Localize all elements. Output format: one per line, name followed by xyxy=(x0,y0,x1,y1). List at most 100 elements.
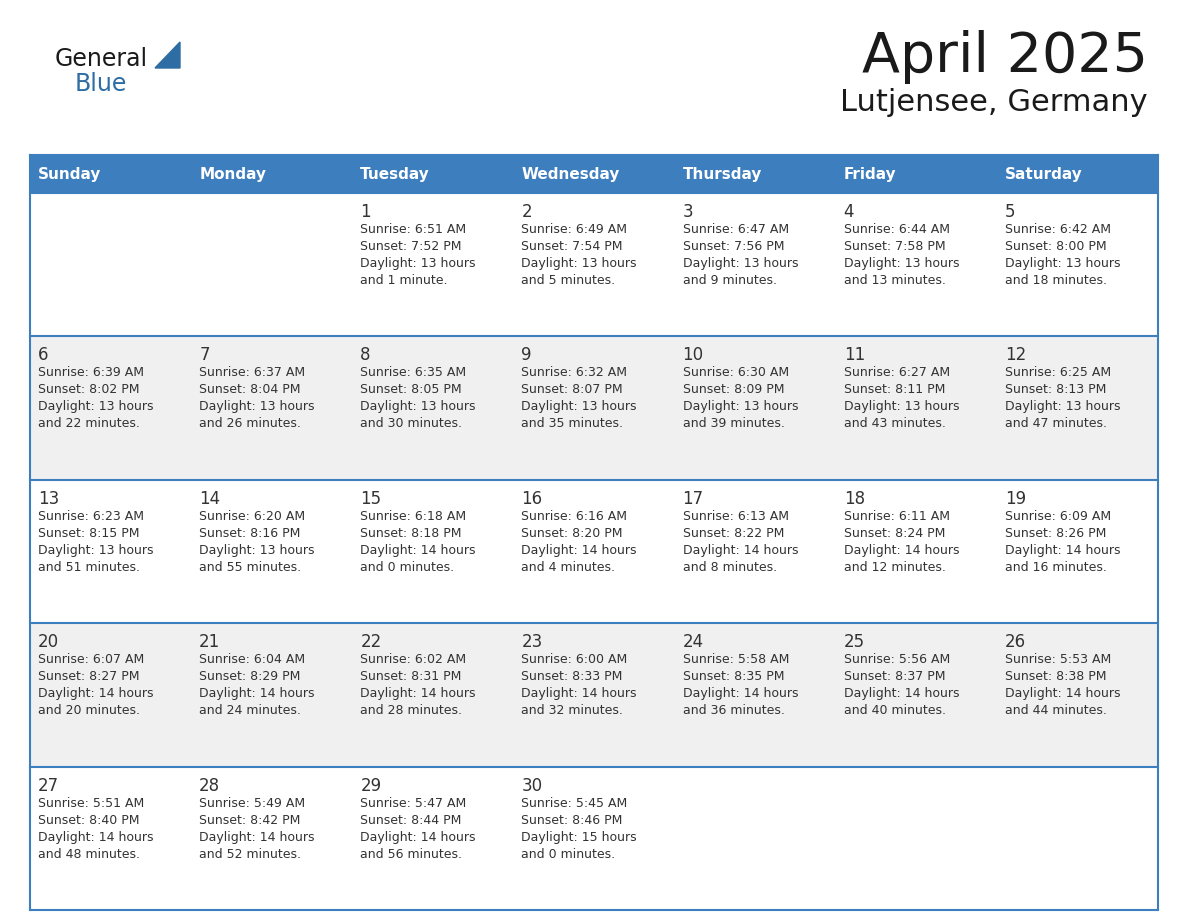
Text: Daylight: 13 hours: Daylight: 13 hours xyxy=(360,400,475,413)
Text: Daylight: 14 hours: Daylight: 14 hours xyxy=(1005,688,1120,700)
Text: and 55 minutes.: and 55 minutes. xyxy=(200,561,302,574)
Text: Sunset: 8:35 PM: Sunset: 8:35 PM xyxy=(683,670,784,683)
Bar xyxy=(30,193,1158,336)
Text: 4: 4 xyxy=(843,203,854,221)
Text: and 20 minutes.: and 20 minutes. xyxy=(38,704,140,717)
Text: Sunset: 8:04 PM: Sunset: 8:04 PM xyxy=(200,384,301,397)
Text: and 43 minutes.: and 43 minutes. xyxy=(843,418,946,431)
Bar xyxy=(30,623,1158,767)
Text: Sunrise: 6:49 AM: Sunrise: 6:49 AM xyxy=(522,223,627,236)
Text: and 26 minutes.: and 26 minutes. xyxy=(200,418,301,431)
Text: Sunset: 8:05 PM: Sunset: 8:05 PM xyxy=(360,384,462,397)
Text: and 5 minutes.: and 5 minutes. xyxy=(522,274,615,287)
Text: Sunrise: 6:39 AM: Sunrise: 6:39 AM xyxy=(38,366,144,379)
Text: and 8 minutes.: and 8 minutes. xyxy=(683,561,777,574)
Text: General: General xyxy=(55,47,148,71)
Text: and 9 minutes.: and 9 minutes. xyxy=(683,274,777,287)
Text: Sunset: 8:46 PM: Sunset: 8:46 PM xyxy=(522,813,623,826)
Text: Daylight: 14 hours: Daylight: 14 hours xyxy=(683,688,798,700)
Text: Sunset: 8:16 PM: Sunset: 8:16 PM xyxy=(200,527,301,540)
Polygon shape xyxy=(154,42,181,68)
Text: Sunrise: 6:32 AM: Sunrise: 6:32 AM xyxy=(522,366,627,379)
Text: Daylight: 14 hours: Daylight: 14 hours xyxy=(1005,543,1120,557)
Text: and 13 minutes.: and 13 minutes. xyxy=(843,274,946,287)
Text: Sunset: 8:40 PM: Sunset: 8:40 PM xyxy=(38,813,139,826)
Text: Sunrise: 5:56 AM: Sunrise: 5:56 AM xyxy=(843,654,950,666)
Text: and 24 minutes.: and 24 minutes. xyxy=(200,704,301,717)
Bar xyxy=(30,155,1158,193)
Text: Sunrise: 5:45 AM: Sunrise: 5:45 AM xyxy=(522,797,627,810)
Text: 22: 22 xyxy=(360,633,381,651)
Text: and 18 minutes.: and 18 minutes. xyxy=(1005,274,1107,287)
Text: Sunrise: 6:47 AM: Sunrise: 6:47 AM xyxy=(683,223,789,236)
Text: Sunset: 8:18 PM: Sunset: 8:18 PM xyxy=(360,527,462,540)
Text: and 40 minutes.: and 40 minutes. xyxy=(843,704,946,717)
Text: Sunset: 8:38 PM: Sunset: 8:38 PM xyxy=(1005,670,1106,683)
Text: Daylight: 13 hours: Daylight: 13 hours xyxy=(1005,257,1120,270)
Text: Daylight: 13 hours: Daylight: 13 hours xyxy=(522,257,637,270)
Text: 8: 8 xyxy=(360,346,371,364)
Text: Sunrise: 6:16 AM: Sunrise: 6:16 AM xyxy=(522,509,627,522)
Text: 18: 18 xyxy=(843,490,865,508)
Text: and 12 minutes.: and 12 minutes. xyxy=(843,561,946,574)
Text: Sunrise: 6:27 AM: Sunrise: 6:27 AM xyxy=(843,366,950,379)
Text: 28: 28 xyxy=(200,777,220,795)
Text: Daylight: 13 hours: Daylight: 13 hours xyxy=(843,400,959,413)
Text: Daylight: 13 hours: Daylight: 13 hours xyxy=(200,400,315,413)
Text: Sunrise: 6:18 AM: Sunrise: 6:18 AM xyxy=(360,509,467,522)
Text: and 47 minutes.: and 47 minutes. xyxy=(1005,418,1107,431)
Text: Sunrise: 6:37 AM: Sunrise: 6:37 AM xyxy=(200,366,305,379)
Text: and 22 minutes.: and 22 minutes. xyxy=(38,418,140,431)
Text: and 0 minutes.: and 0 minutes. xyxy=(360,561,455,574)
Text: Sunrise: 5:58 AM: Sunrise: 5:58 AM xyxy=(683,654,789,666)
Text: Sunset: 8:37 PM: Sunset: 8:37 PM xyxy=(843,670,946,683)
Text: and 4 minutes.: and 4 minutes. xyxy=(522,561,615,574)
Text: 13: 13 xyxy=(38,490,59,508)
Text: and 32 minutes.: and 32 minutes. xyxy=(522,704,624,717)
Text: Daylight: 14 hours: Daylight: 14 hours xyxy=(683,543,798,557)
Text: 9: 9 xyxy=(522,346,532,364)
Text: Sunrise: 6:44 AM: Sunrise: 6:44 AM xyxy=(843,223,949,236)
Text: Friday: Friday xyxy=(843,166,896,182)
Text: Sunrise: 6:23 AM: Sunrise: 6:23 AM xyxy=(38,509,144,522)
Text: Sunset: 7:52 PM: Sunset: 7:52 PM xyxy=(360,240,462,253)
Text: Sunday: Sunday xyxy=(38,166,101,182)
Text: Sunset: 8:11 PM: Sunset: 8:11 PM xyxy=(843,384,946,397)
Text: Sunrise: 6:30 AM: Sunrise: 6:30 AM xyxy=(683,366,789,379)
Text: 5: 5 xyxy=(1005,203,1016,221)
Text: Daylight: 14 hours: Daylight: 14 hours xyxy=(360,831,475,844)
Text: and 44 minutes.: and 44 minutes. xyxy=(1005,704,1107,717)
Text: 25: 25 xyxy=(843,633,865,651)
Text: Sunset: 8:27 PM: Sunset: 8:27 PM xyxy=(38,670,139,683)
Text: 2: 2 xyxy=(522,203,532,221)
Text: 29: 29 xyxy=(360,777,381,795)
Text: Tuesday: Tuesday xyxy=(360,166,430,182)
Text: 19: 19 xyxy=(1005,490,1026,508)
Text: 6: 6 xyxy=(38,346,49,364)
Text: Sunrise: 6:00 AM: Sunrise: 6:00 AM xyxy=(522,654,627,666)
Bar xyxy=(30,767,1158,910)
Text: and 51 minutes.: and 51 minutes. xyxy=(38,561,140,574)
Text: 27: 27 xyxy=(38,777,59,795)
Text: Saturday: Saturday xyxy=(1005,166,1082,182)
Text: Sunrise: 6:51 AM: Sunrise: 6:51 AM xyxy=(360,223,467,236)
Text: 7: 7 xyxy=(200,346,209,364)
Text: Lutjensee, Germany: Lutjensee, Germany xyxy=(840,88,1148,117)
Text: 26: 26 xyxy=(1005,633,1026,651)
Text: Sunset: 8:07 PM: Sunset: 8:07 PM xyxy=(522,384,623,397)
Text: 11: 11 xyxy=(843,346,865,364)
Text: Sunrise: 5:47 AM: Sunrise: 5:47 AM xyxy=(360,797,467,810)
Text: Daylight: 13 hours: Daylight: 13 hours xyxy=(38,400,153,413)
Text: Sunrise: 6:07 AM: Sunrise: 6:07 AM xyxy=(38,654,144,666)
Text: Daylight: 13 hours: Daylight: 13 hours xyxy=(200,543,315,557)
Text: April 2025: April 2025 xyxy=(862,30,1148,84)
Text: Sunset: 8:13 PM: Sunset: 8:13 PM xyxy=(1005,384,1106,397)
Text: Sunrise: 6:04 AM: Sunrise: 6:04 AM xyxy=(200,654,305,666)
Text: 15: 15 xyxy=(360,490,381,508)
Text: and 0 minutes.: and 0 minutes. xyxy=(522,847,615,860)
Text: Sunset: 8:15 PM: Sunset: 8:15 PM xyxy=(38,527,139,540)
Text: Wednesday: Wednesday xyxy=(522,166,620,182)
Text: and 1 minute.: and 1 minute. xyxy=(360,274,448,287)
Text: Sunrise: 6:11 AM: Sunrise: 6:11 AM xyxy=(843,509,949,522)
Text: and 35 minutes.: and 35 minutes. xyxy=(522,418,624,431)
